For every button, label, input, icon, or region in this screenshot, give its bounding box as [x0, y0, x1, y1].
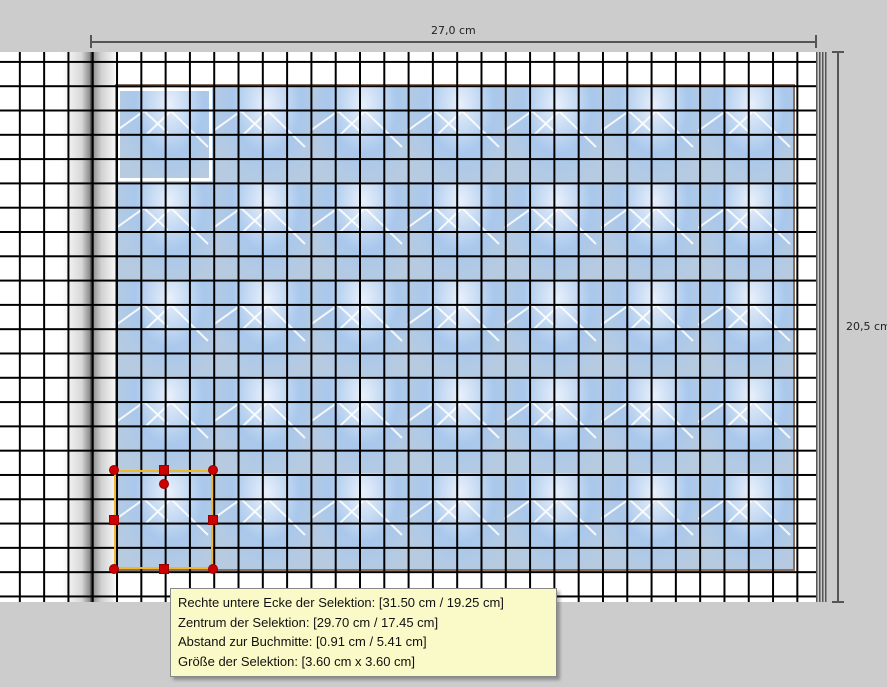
width-dimension-line [91, 41, 816, 43]
resize-handle-bottom[interactable] [159, 564, 169, 574]
resize-handle-bottom-right[interactable] [208, 564, 218, 574]
tooltip-line: Größe der Selektion: [3.60 cm x 3.60 cm] [178, 653, 415, 669]
height-dimension-label: 20,5 cm [846, 320, 887, 333]
resize-handle-top[interactable] [159, 465, 169, 475]
book-page-canvas[interactable] [0, 52, 816, 602]
tooltip-line: Rechte untere Ecke der Selektion: [31.50… [178, 595, 504, 610]
height-dimension-line [837, 52, 839, 602]
alignment-grid [0, 52, 816, 602]
dimension-tick [832, 51, 844, 53]
tooltip-line: Abstand zur Buchmitte: [0.91 cm / 5.41 c… [178, 634, 427, 649]
width-dimension-label: 27,0 cm [431, 24, 476, 37]
tooltip-line: Zentrum der Selektion: [29.70 cm / 17.45… [178, 614, 439, 630]
page-stack-edge [816, 52, 828, 602]
resize-handle-bottom-left[interactable] [109, 564, 119, 574]
selection-info-tooltip: Rechte untere Ecke der Selektion: [31.50… [170, 588, 557, 677]
resize-handle-top-right[interactable] [208, 465, 218, 475]
resize-handle-right[interactable] [208, 515, 218, 525]
dimension-tick [815, 35, 817, 48]
resize-handle-top-left[interactable] [109, 465, 119, 475]
rotate-handle[interactable] [159, 479, 169, 489]
dimension-tick [832, 601, 844, 603]
resize-handle-left[interactable] [109, 515, 119, 525]
dimension-tick [90, 35, 92, 48]
